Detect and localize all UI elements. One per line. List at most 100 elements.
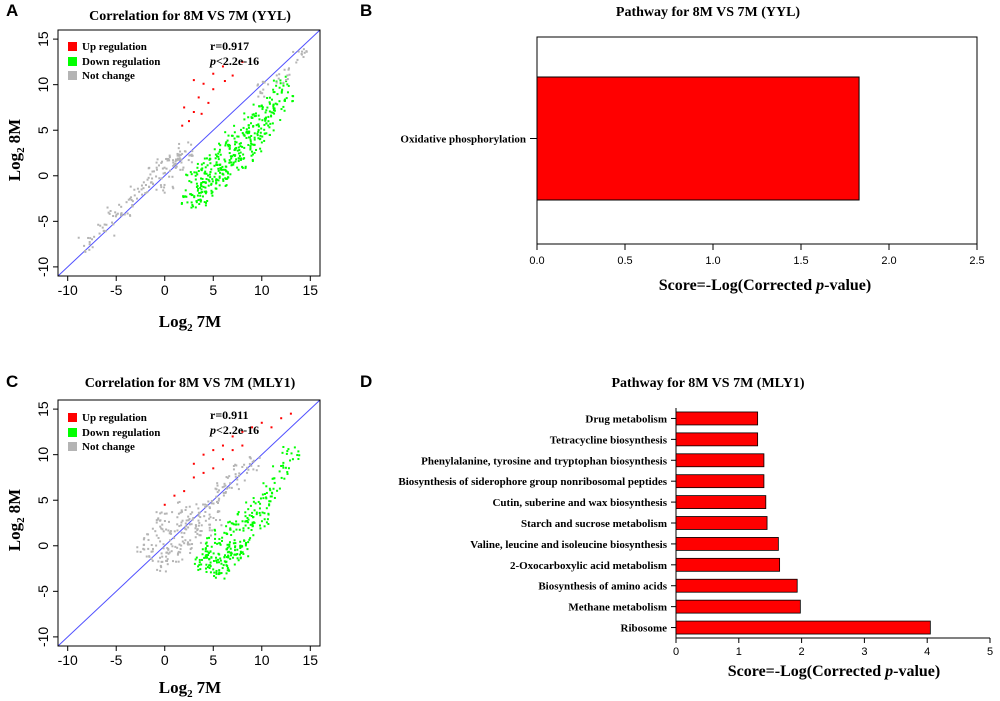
scatter-point	[213, 571, 216, 574]
scatter-point	[189, 551, 192, 554]
scatter-point	[174, 160, 177, 163]
stat-p-italic: p	[209, 54, 216, 68]
y-tick-label: 5	[35, 496, 51, 504]
scatter-point	[189, 193, 192, 196]
scatter-point	[287, 448, 290, 451]
panel-d: D Pathway for 8M VS 7M (MLY1) Drug metab…	[360, 372, 993, 680]
scatter-point	[248, 130, 251, 133]
scatter-point	[281, 451, 284, 454]
scatter-point	[175, 159, 178, 162]
scatter-point	[167, 158, 170, 161]
scatter-point	[282, 81, 285, 84]
scatter-point	[289, 412, 292, 415]
scatter-point	[241, 430, 244, 433]
scatter-point	[138, 190, 141, 193]
scatter-point	[261, 92, 264, 95]
scatter-point	[232, 163, 235, 166]
scatter-point	[104, 230, 107, 233]
bar	[675, 557, 781, 572]
scatter-point	[254, 114, 257, 117]
scatter-point	[269, 495, 272, 498]
scatter-point	[232, 464, 235, 467]
scatter-point	[172, 187, 175, 190]
scatter-plot-area	[57, 29, 321, 277]
legend-label-up: Up regulation	[82, 412, 147, 424]
scatter-point	[174, 163, 177, 166]
scatter-point	[205, 504, 208, 507]
scatter-point	[276, 93, 279, 96]
scatter-point	[161, 160, 164, 163]
scatter-point	[228, 545, 231, 548]
scatter-point	[286, 83, 289, 86]
scatter-point	[232, 556, 235, 559]
scatter-point	[285, 78, 288, 81]
scatter-point	[303, 51, 306, 54]
scatter-point	[130, 198, 133, 201]
scatter-point	[171, 185, 174, 188]
scatter-point	[235, 523, 238, 526]
scatter-point	[262, 88, 265, 91]
scatter-point	[249, 122, 252, 125]
scatter-point	[161, 555, 164, 558]
scatter-point	[155, 175, 158, 178]
scatter-point	[228, 475, 231, 478]
scatter-point	[226, 551, 229, 554]
scatter-point	[199, 191, 202, 194]
scatter-point	[224, 554, 227, 557]
scatter-point	[234, 160, 237, 163]
scatter-point	[185, 519, 188, 522]
scatter-point	[199, 568, 202, 571]
scatter-point	[234, 140, 237, 143]
scatter-point	[252, 500, 255, 503]
scatter-point	[254, 502, 257, 505]
scatter-point	[217, 501, 220, 504]
scatter-point	[180, 524, 183, 527]
scatter-point	[151, 177, 154, 180]
x-axis-label: Log2 7M	[159, 678, 221, 700]
scatter-point	[204, 519, 207, 522]
scatter-point	[181, 519, 184, 522]
scatter-point	[257, 125, 260, 128]
scatter-point	[202, 453, 205, 456]
scatter-point	[186, 541, 189, 544]
scatter-point	[241, 132, 244, 135]
scatter-point	[89, 237, 92, 240]
scatter-point	[195, 171, 198, 174]
category-label: Ribosome	[621, 623, 668, 635]
scatter-point	[191, 154, 194, 157]
scatter-point	[206, 544, 209, 547]
scatter-point	[250, 464, 253, 467]
scatter-point	[142, 547, 145, 550]
scatter-point	[196, 162, 199, 165]
scatter-point	[177, 560, 180, 563]
scatter-point	[278, 100, 281, 103]
scatter-point	[187, 141, 190, 144]
x-tick-label: 15	[303, 282, 319, 298]
scatter-point	[91, 246, 94, 249]
scatter-point	[255, 124, 258, 127]
scatter-point	[258, 511, 261, 514]
scatter-point	[149, 181, 152, 184]
y-tick-label: 10	[35, 77, 51, 93]
scatter-point	[217, 158, 220, 161]
scatter-point	[279, 82, 282, 85]
scatter-point	[203, 157, 206, 160]
scatter-point	[217, 179, 220, 182]
scatter-point	[244, 167, 247, 170]
scatter-point	[227, 134, 230, 137]
scatter-point	[231, 155, 234, 158]
scatter-point	[215, 556, 218, 559]
scatter-point	[160, 527, 163, 530]
scatter-point	[147, 533, 150, 536]
scatter-point	[252, 468, 255, 471]
scatter-point	[279, 79, 282, 82]
scatter-point	[276, 489, 279, 492]
scatter-point	[188, 120, 190, 123]
scatter-point	[200, 563, 203, 566]
legend-swatch-none	[68, 71, 77, 80]
scatter-point	[183, 532, 186, 535]
scatter-point	[207, 178, 210, 181]
scatter-point	[190, 194, 193, 197]
scatter-point	[198, 192, 201, 195]
scatter-point	[151, 170, 154, 173]
